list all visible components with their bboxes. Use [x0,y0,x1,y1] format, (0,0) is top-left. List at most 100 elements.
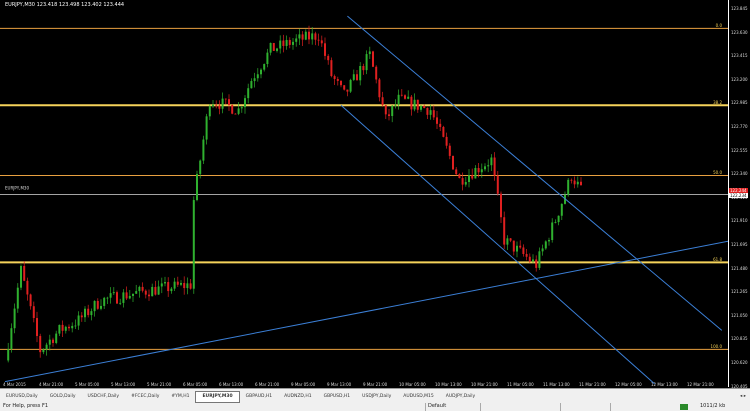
symbol-tab[interactable]: #YM,H1 [171,393,190,399]
candle-body [39,336,42,353]
divider [560,403,561,411]
price-axis[interactable]: 123.845 123.630 123.415 123.200 122.985 122.7… [728,0,750,389]
symbol-tab[interactable]: GOLD,Daily [49,393,76,399]
candle-body [247,88,250,99]
candle-body [215,104,218,106]
candle-body [80,315,83,318]
candle-body [240,107,243,109]
fib-level-label: 100.0 [711,344,723,349]
candle-body [426,107,429,115]
status-profile: Default [428,403,447,409]
symbol-tab[interactable]: #FCEC,Daily [131,393,160,399]
time-tick: 6 Mar 13:00 [219,382,244,387]
symbol-tab[interactable]: AUDJPY,Daily [445,393,476,399]
candle-body [7,349,10,361]
candle-body [420,105,422,110]
candle-body [266,52,269,65]
candle-body [272,42,275,51]
candle-body [71,325,74,329]
tab-scroll-buttons[interactable]: ◂ ▸ [740,394,746,399]
candle-body [112,292,115,294]
fib-level-label: 0.0 [716,23,723,28]
symbol-tab[interactable]: GBPAUD,H1 [245,393,273,399]
candle-body [544,241,547,249]
symbol-tab[interactable]: AUDUSD,M15 [403,393,434,399]
candle-body [64,326,67,331]
price-tick: 121.480 [731,265,748,271]
price-tick: 122.340 [731,171,748,177]
candle-body [84,308,86,318]
price-tick: 123.845 [731,6,748,11]
symbol-tab[interactable]: GBPUSD,H1 [323,393,351,399]
candle-body [100,305,102,309]
candle-body [141,286,144,291]
candle-body [480,169,483,173]
candle-body [253,78,256,82]
candle-body [346,89,349,92]
price-tick: 123.630 [731,29,748,35]
symbol-tab[interactable]: USDJPY,Daily [362,393,392,399]
candle-body [314,33,317,40]
current-price-marker: 122.244 [729,188,748,194]
price-tick: 121.695 [731,242,748,247]
candle-body [320,40,323,44]
candle-body [580,181,582,186]
candle-body [452,155,454,170]
symbol-tab[interactable]: EURUSD,Daily [6,393,38,399]
candle-body [20,265,22,288]
candle-body [445,136,448,146]
candle-body [276,48,278,51]
candle-body [516,245,518,252]
time-tick: 9 Mar 21:00 [363,382,388,387]
candle-body [352,74,355,80]
candle-body [263,64,266,70]
price-chart[interactable]: 0.0 38.2 50.0 61.8 100.0 EURJPY,M30 EURJPY,M3… [0,0,729,387]
candle-body [183,282,186,289]
time-tick: 6 Mar 05:00 [183,382,208,387]
candle-body [32,306,35,319]
candle-body [448,145,451,156]
candle-body [234,113,237,115]
candle-body [144,290,147,295]
candle-body [506,238,509,245]
candle-body [461,178,464,185]
candle-body [490,157,493,166]
candle-body [199,160,202,174]
status-bar: For Help, press F1 Default 1011/2 kb [0,403,750,411]
candle-body [16,287,19,309]
time-axis[interactable]: 4 Mar 2015 4 Mar 21:00 5 Mar 05:00 5 Mar 13… [0,382,728,388]
symbol-tab[interactable]: AUDNZD,H1 [284,393,312,399]
candle-body [368,51,371,55]
price-tick: 121.050 [731,312,748,318]
candle-body [567,179,570,195]
candle-body [359,66,362,81]
candle-body [391,105,394,117]
candle-body [13,308,16,329]
candle-body [311,33,314,40]
symbol-tab[interactable]: USDCHF,Daily [87,393,120,399]
candle-body [400,94,403,96]
trend-line [340,104,655,385]
candle-body [160,283,163,287]
time-tick: 11 Mar 05:00 [507,382,534,387]
candle-body [333,76,336,80]
symbol-tab[interactable]: EURJPY,M30 [195,390,240,403]
price-tick: 120.405 [731,383,748,389]
candle-body [525,253,528,257]
candle-body [439,123,442,127]
candle-body [413,99,416,110]
chart-canvas[interactable]: 0.0 38.2 50.0 61.8 100.0 EURJPY,M30 [0,0,729,387]
time-tick: 11 Mar 13:00 [543,382,570,387]
candle-body [151,286,154,297]
time-tick: 10 Mar 13:00 [435,382,462,387]
candle-body [349,79,352,92]
candle-body [295,38,298,42]
price-tick: 123.200 [731,76,748,82]
candle-body [442,126,445,137]
candle-body [298,34,301,39]
candle-body [218,105,221,109]
candle-body [416,99,419,110]
candle-body [125,292,128,299]
candle-body [128,295,131,299]
time-tick: 4 Mar 21:00 [39,382,64,387]
